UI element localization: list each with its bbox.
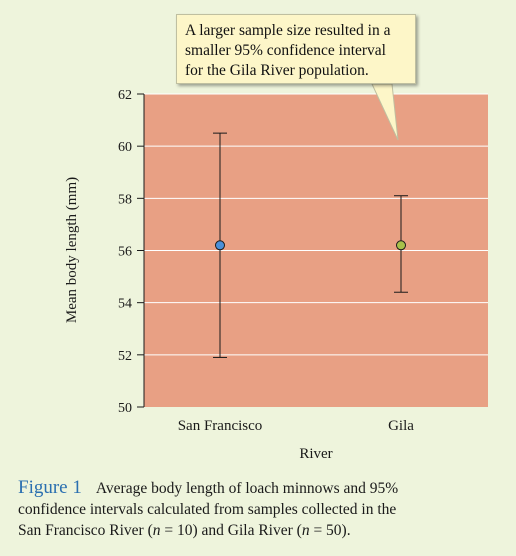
grid-lines [144, 93, 488, 356]
caption-line: Average body length of loach minnows and… [95, 480, 399, 497]
mean-point [215, 240, 225, 251]
y-tick-label: 60 [118, 140, 132, 155]
y-tick-label: 50 [118, 401, 132, 416]
x-tick-labels: San Francisco Gila [178, 418, 415, 434]
mean-point [396, 240, 406, 251]
caption-line: confidence intervals calculated from sam… [18, 501, 397, 518]
y-tick-label: 52 [118, 349, 132, 364]
callout-line: for the Gila River population. [185, 62, 369, 79]
figure-label: Figure 1 [18, 477, 82, 498]
annotation-callout: A larger sample size resulted in a small… [176, 14, 416, 84]
y-tick-label: 56 [118, 245, 132, 260]
callout-line: A larger sample size resulted in a [185, 22, 391, 39]
x-tick-label: Gila [388, 418, 414, 434]
x-tick-label: San Francisco [178, 418, 263, 434]
x-axis-title: River [299, 446, 332, 462]
y-tick-label: 58 [118, 192, 132, 207]
figure-caption: Figure 1 Average body length of loach min… [18, 477, 508, 541]
data-marks [213, 132, 408, 358]
caption-line: San Francisco River (n = 10) and Gila Ri… [18, 522, 351, 539]
y-tick-label: 54 [118, 297, 132, 312]
chart: 50 52 54 56 58 60 62 San Francisco Gila River M… [64, 83, 488, 462]
callout-pointer [371, 83, 399, 141]
y-tick-label: 62 [118, 88, 132, 103]
y-axis-title: Mean body length (mm) [64, 177, 80, 323]
callout-line: smaller 95% confidence interval [185, 42, 386, 59]
y-axis: 50 52 54 56 58 60 62 [118, 88, 145, 416]
